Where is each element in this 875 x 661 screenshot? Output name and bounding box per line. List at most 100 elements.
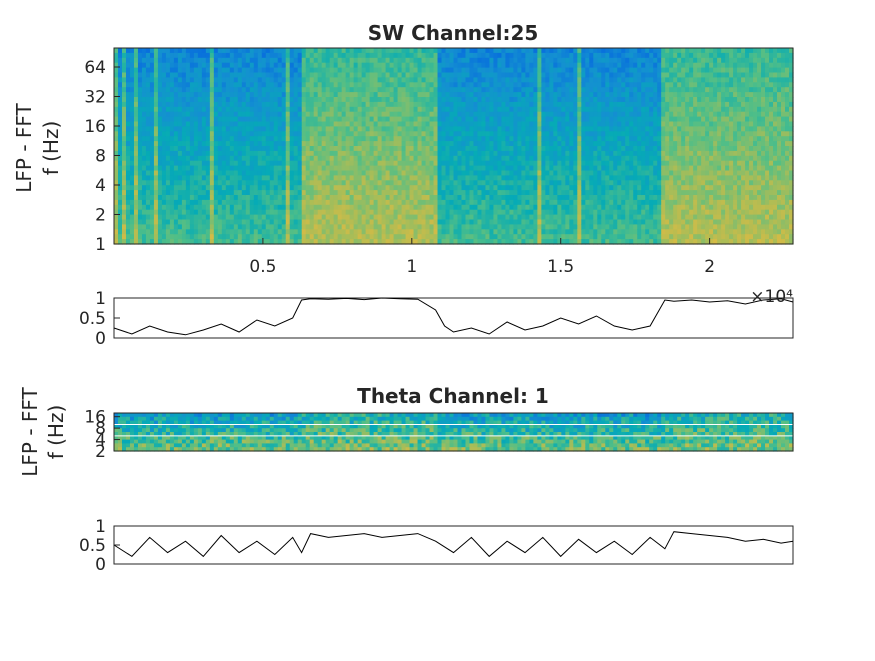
sw-spectrogram-cell — [297, 121, 303, 127]
sw-spectrogram-cell — [357, 62, 363, 69]
sw-spectrogram-cell — [505, 48, 511, 54]
sw-spectrogram-cell — [485, 160, 491, 167]
sw-spectrogram-cell — [285, 106, 291, 113]
sw-spectrogram-cell — [173, 199, 179, 206]
sw-spectrogram-cell — [597, 141, 602, 147]
sw-spectrogram-cell — [401, 121, 407, 127]
sw-spectrogram-cell — [413, 106, 419, 113]
sw-spectrogram-cell — [541, 52, 546, 59]
sw-spectrogram-cell — [273, 131, 279, 137]
sw-spectrogram-cell — [305, 214, 311, 221]
sw-spectrogram-cell — [269, 141, 275, 147]
sw-spectrogram-cell — [217, 234, 223, 240]
sw-spectrogram-cell — [405, 234, 411, 240]
sw-spectrogram-cell — [453, 57, 459, 64]
sw-spectrogram-cell — [209, 195, 215, 201]
sw-spectrogram-cell — [469, 204, 475, 211]
sw-spectrogram-cell — [325, 87, 331, 93]
sw-spectrogram-cell — [425, 101, 431, 108]
sw-spectrogram-cell — [173, 62, 179, 69]
sw-spectrogram-cell — [557, 224, 562, 230]
sw-spectrogram-cell — [257, 195, 263, 201]
sw-spectrogram-cell — [165, 195, 171, 201]
sw-spectrogram-cell — [341, 146, 347, 152]
sw-spectrogram-cell — [389, 175, 395, 181]
sw-spectrogram-cell — [209, 136, 215, 142]
sw-spectrogram-cell — [317, 82, 323, 88]
sw-spectrogram-cell — [145, 101, 151, 108]
sw-spectrogram-cell — [489, 67, 495, 74]
sw-spectrogram-cell — [497, 62, 503, 69]
sw-spectrogram-cell — [545, 229, 550, 235]
sw-spectrogram-cell — [337, 209, 343, 216]
sw-spectrogram-cell — [469, 180, 475, 186]
sw-spectrogram-cell — [465, 87, 471, 93]
sw-spectrogram-cell — [149, 199, 155, 206]
sw-spectrogram-cell — [389, 185, 395, 191]
sw-spectrogram-cell — [593, 131, 598, 137]
sw-spectrogram-cell — [153, 165, 159, 172]
sw-spectrogram-cell — [605, 67, 610, 74]
sw-spectrogram-cell — [317, 146, 323, 152]
sw-spectrogram-cell — [577, 239, 582, 245]
sw-spectrogram-cell — [281, 146, 287, 152]
sw-spectrogram-cell — [601, 199, 606, 206]
sw-spectrogram-cell — [357, 239, 363, 245]
sw-spectrogram-cell — [597, 209, 602, 216]
sw-spectrogram-cell — [165, 199, 171, 206]
sw-spectrogram-cell — [501, 224, 507, 230]
sw-spectrogram-cell — [393, 67, 399, 74]
sw-spectrogram-cell — [297, 77, 303, 83]
sw-spectrogram-cell — [193, 52, 199, 59]
sw-spectrogram-cell — [293, 82, 299, 88]
sw-spectrogram-cell — [217, 170, 223, 176]
sw-spectrogram-cell — [413, 87, 419, 93]
sw-spectrogram-cell — [545, 57, 550, 64]
sw-spectrogram-cell — [325, 52, 331, 59]
sw-spectrogram-cell — [325, 209, 331, 216]
sw-spectrogram-cell — [249, 234, 255, 240]
sw-spectrogram-cell — [177, 97, 183, 103]
sw-spectrogram-cell — [165, 72, 171, 78]
sw-spectrogram-cell — [609, 106, 614, 113]
sw-spectrogram-cell — [133, 224, 139, 230]
sw-spectrogram-cell — [361, 72, 367, 78]
sw-spectrogram-cell — [333, 175, 339, 181]
sw-spectrogram-cell — [605, 48, 610, 54]
sw-spectrogram-cell — [569, 239, 574, 245]
sw-spectrogram-cell — [277, 57, 283, 64]
sw-spectrogram-cell — [525, 204, 530, 211]
sw-spectrogram-cell — [585, 48, 590, 54]
sw-spectrogram-cell — [385, 185, 391, 191]
sw-spectrogram-cell — [221, 106, 227, 113]
sw-spectrogram-cell — [357, 92, 363, 98]
sw-spectrogram-cell — [453, 229, 459, 235]
sw-spectrogram-cell — [521, 77, 526, 83]
sw-spectrogram-cell — [477, 67, 483, 74]
sw-spectrogram-cell — [149, 116, 155, 123]
sw-spectrogram-cell — [305, 170, 311, 176]
sw-spectrogram-cell — [589, 204, 594, 211]
sw-spectrogram-cell — [269, 101, 275, 108]
sw-spectrogram-cell — [341, 136, 347, 142]
sw-spectrogram-cell — [225, 229, 231, 235]
sw-spectrogram-cell — [357, 131, 363, 137]
sw-spectrogram-cell — [557, 219, 562, 225]
sw-spectrogram-cell — [501, 146, 507, 152]
sw-spectrogram-cell — [245, 204, 251, 211]
sw-spectrogram-cell — [161, 62, 167, 69]
sw-spectrogram-cell — [565, 170, 570, 176]
sw-spectrogram-cell — [457, 141, 463, 147]
sw-spectrogram-cell — [325, 141, 331, 147]
sw-spectrogram-cell — [121, 97, 127, 103]
sw-spectrogram-cell — [589, 116, 594, 123]
sw-spectrogram-cell — [181, 72, 187, 78]
sw-spectrogram-cell — [465, 82, 471, 88]
sw-spectrogram-cell — [525, 126, 530, 132]
sw-spectrogram-cell — [445, 229, 451, 235]
sw-spectrogram-cell — [397, 150, 403, 157]
sw-spectrogram-cell — [501, 234, 507, 240]
sw-spectrogram-cell — [593, 150, 598, 157]
sw-spectrogram-cell — [589, 106, 594, 113]
sw-spectrogram-cell — [329, 62, 335, 69]
